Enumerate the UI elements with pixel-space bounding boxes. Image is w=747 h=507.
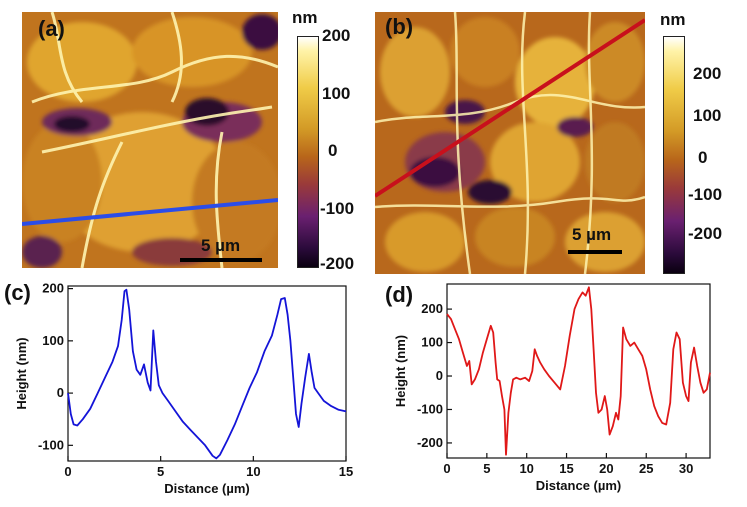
line-chart-d: 0 5 10 15 20 25 30 -200 -100 0 100 200 Distance (µm)… xyxy=(393,283,711,493)
x-tick-label: 10 xyxy=(246,464,260,479)
panel-label-c: (c) xyxy=(4,280,31,305)
colorbar-b-tick-0: 0 xyxy=(698,148,708,167)
y-tick-label: 100 xyxy=(42,333,64,348)
colorbar-a-tick-neg200: -200 xyxy=(320,254,355,273)
x-axis-title: Distance (µm) xyxy=(164,481,250,496)
colorbar-b-tick-neg100: -100 xyxy=(688,185,723,204)
x-tick-label: 20 xyxy=(599,461,613,476)
y-tick-label: -200 xyxy=(417,435,443,450)
colorbar-a-tick-0: 0 xyxy=(328,141,338,160)
plot-frame xyxy=(446,283,711,459)
panel-label-a: (a) xyxy=(38,16,65,41)
x-axis-title: Distance (µm) xyxy=(536,478,622,493)
afm-map-b xyxy=(375,12,645,274)
x-tick-label: 10 xyxy=(519,461,533,476)
y-tick-label: 0 xyxy=(57,385,64,400)
profile-line-b xyxy=(375,18,645,198)
y-tick-label: 200 xyxy=(42,281,64,296)
y-axis-title: Height (nm) xyxy=(393,335,408,407)
y-tick-label: 100 xyxy=(421,335,443,350)
profile-line-a xyxy=(22,198,278,226)
y-tick-label: -100 xyxy=(38,437,64,452)
x-tick-label: 5 xyxy=(483,461,490,476)
colorbar-a-tick-100: 100 xyxy=(322,84,351,103)
series-line xyxy=(67,288,347,460)
scalebar-b xyxy=(568,250,622,254)
x-tick-label: 30 xyxy=(679,461,693,476)
x-tick-label: 0 xyxy=(64,464,71,479)
x-tick-label: 25 xyxy=(639,461,653,476)
plot-frame xyxy=(67,285,347,462)
series-line xyxy=(446,286,711,456)
scalebar-a xyxy=(180,258,262,262)
colorbar-b-unit: nm xyxy=(660,10,686,29)
y-axis-title: Height (nm) xyxy=(14,337,29,409)
x-tick-label: 0 xyxy=(443,461,450,476)
y-tick-label: -100 xyxy=(417,401,443,416)
x-tick-label: 15 xyxy=(339,464,353,479)
colorbar-a-unit: nm xyxy=(292,8,318,27)
colorbar-b-tick-100: 100 xyxy=(693,106,722,125)
colorbar-a xyxy=(297,36,319,268)
y-tick-label: 200 xyxy=(421,301,443,316)
colorbar-b-tick-200: 200 xyxy=(693,64,722,83)
colorbar-b xyxy=(663,36,685,274)
colorbar-b-tick-neg200: -200 xyxy=(688,224,723,243)
scalebar-a-label: 5 µm xyxy=(201,236,241,255)
panel-label-b: (b) xyxy=(385,14,414,39)
x-tick-label: 15 xyxy=(559,461,573,476)
panel-label-d: (d) xyxy=(385,282,414,307)
y-tick-label: 0 xyxy=(436,368,443,383)
colorbar-a-tick-neg100: -100 xyxy=(320,199,355,218)
scalebar-b-label: 5 µm xyxy=(572,225,612,244)
x-tick-label: 5 xyxy=(157,464,164,479)
colorbar-a-tick-200: 200 xyxy=(322,26,351,45)
